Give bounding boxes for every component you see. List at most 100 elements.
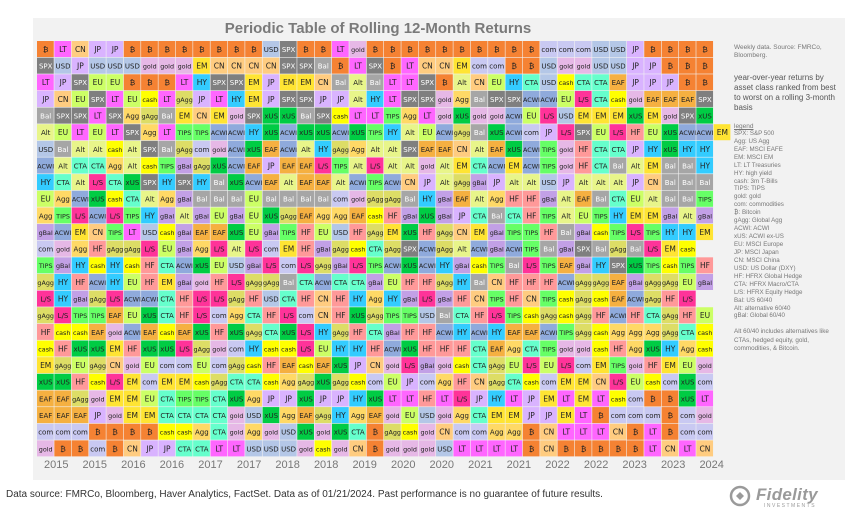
grid-cell: gAgg	[661, 307, 679, 324]
grid-cell-label: L/S	[578, 96, 589, 104]
grid-cell-fill	[644, 57, 661, 74]
grid-cell: EAF	[297, 407, 314, 424]
grid-cell: EM	[141, 407, 158, 424]
grid-cell: xUS	[158, 340, 176, 357]
grid-cell: gold	[626, 90, 644, 107]
grid-cell-label: EAF	[612, 279, 625, 287]
grid-cell-label: cash	[316, 445, 331, 453]
grid-cell-label: xUS	[160, 345, 174, 353]
grid-cell-label: gBal	[177, 196, 191, 204]
grid-cell-label: EU	[214, 211, 224, 220]
grid-cell-label: LT	[371, 111, 379, 120]
grid-cell: Agg	[123, 107, 141, 124]
grid-cell-fill	[37, 74, 54, 91]
grid-cell-label: TIPS	[697, 196, 712, 204]
grid-cell-label: TIPS	[159, 162, 174, 170]
grid-cell-label: gold	[160, 63, 174, 71]
x-tick-label: 2018	[275, 459, 300, 471]
grid-cell-fill	[54, 107, 72, 124]
grid-cell-label: LT	[111, 95, 119, 104]
grid-cell-label: xUS	[316, 379, 330, 387]
grid-cell: Bal	[557, 224, 575, 241]
grid-cell: HY	[488, 390, 505, 407]
grid-cell: xUS	[227, 323, 245, 340]
grid-cell: Bal	[505, 257, 523, 274]
grid-cell: com	[696, 423, 714, 440]
grid-cell-label: TIPS	[506, 312, 521, 320]
grid-cell-label: cash	[663, 262, 678, 270]
grid-cell-fill	[540, 107, 557, 124]
grid-cell-label: ₿	[511, 62, 517, 71]
grid-cell-label: EAF	[282, 162, 295, 170]
grid-cell-label: HY	[353, 344, 364, 353]
grid-cell: EAF	[661, 90, 679, 107]
grid-cell-label: EU	[93, 78, 103, 87]
grid-cell: ₿	[89, 423, 106, 440]
grid-cell-label: EM	[40, 361, 51, 370]
grid-cell-label: gAgg	[211, 379, 228, 387]
grid-cell-label: cash	[351, 379, 366, 387]
grid-cell: HF	[696, 257, 714, 274]
grid-cell: CTA	[245, 307, 262, 324]
grid-cell: Agg	[245, 390, 262, 407]
grid-cell-label: xUS	[264, 112, 278, 120]
grid-cell-label: cash	[559, 79, 574, 87]
grid-cell-fill	[279, 74, 297, 91]
grid-cell: HY	[106, 273, 124, 290]
grid-cell: USD	[609, 41, 627, 58]
grid-cell: HY	[331, 407, 349, 424]
grid-cell: gAgg	[193, 340, 210, 357]
grid-cell-label: Bal	[318, 196, 329, 204]
grid-cell: USD	[418, 307, 436, 324]
grid-cell: EM	[175, 107, 193, 124]
grid-cell-label: HY	[700, 145, 711, 154]
grid-cell: HF	[210, 273, 228, 290]
grid-cell-fill	[245, 57, 262, 74]
grid-cell-label: Bal	[474, 96, 485, 104]
grid-cell: CN	[522, 290, 540, 307]
grid-cell-fill	[158, 57, 176, 74]
grid-cell-label: gAgg	[436, 229, 453, 237]
grid-cell: gAgg	[453, 174, 470, 191]
grid-cell-label: EM	[248, 78, 259, 87]
grid-cell-fill	[349, 107, 367, 124]
grid-cell-label: gBal	[334, 262, 348, 270]
grid-cell-label: CN	[58, 95, 69, 104]
grid-cell: JP	[89, 41, 106, 58]
grid-cell-label: EAF	[577, 196, 590, 204]
grid-cell-fill	[71, 107, 89, 124]
grid-cell: Alt	[89, 140, 106, 157]
grid-cell-label: ₿	[667, 45, 673, 54]
grid-cell-label: Agg	[334, 212, 348, 220]
grid-cell: gBal	[245, 257, 262, 274]
grid-cell: Bal	[401, 190, 419, 207]
grid-cell-label: Alt	[353, 79, 363, 87]
grid-cell-label: cash	[472, 262, 487, 270]
grid-cell-label: Alt	[388, 146, 398, 154]
grid-cell-label: EU	[249, 211, 259, 220]
grid-cell: TIPS	[37, 257, 54, 274]
grid-cell-label: EAF	[646, 96, 659, 104]
grid-cell: xUS	[262, 207, 280, 224]
grid-cell-label: com	[455, 429, 470, 437]
grid-cell: EM	[661, 240, 679, 257]
grid-cell: SPX	[401, 240, 419, 257]
grid-cell-fill	[505, 124, 523, 141]
grid-cell-label: HF	[127, 344, 137, 353]
grid-cell-label: Agg	[646, 329, 660, 337]
grid-cell-fill	[314, 124, 332, 141]
grid-cell: L/S	[210, 240, 228, 257]
grid-cell: JP	[331, 390, 349, 407]
grid-cell: CTA	[193, 440, 210, 457]
grid-cell: ACWI	[227, 157, 245, 174]
grid-cell: cash	[661, 257, 679, 274]
grid-cell-label: JP	[475, 394, 483, 403]
grid-cell-label: EM	[456, 62, 467, 71]
grid-cell: cash	[158, 323, 176, 340]
grid-cell: EU	[245, 190, 262, 207]
grid-cell: ₿	[436, 74, 453, 91]
grid-cell-label: EAF	[265, 146, 278, 154]
grid-cell-label: com	[489, 63, 504, 71]
grid-cell-label: LT	[215, 95, 223, 104]
grid-cell-label: TIPS	[506, 229, 521, 237]
